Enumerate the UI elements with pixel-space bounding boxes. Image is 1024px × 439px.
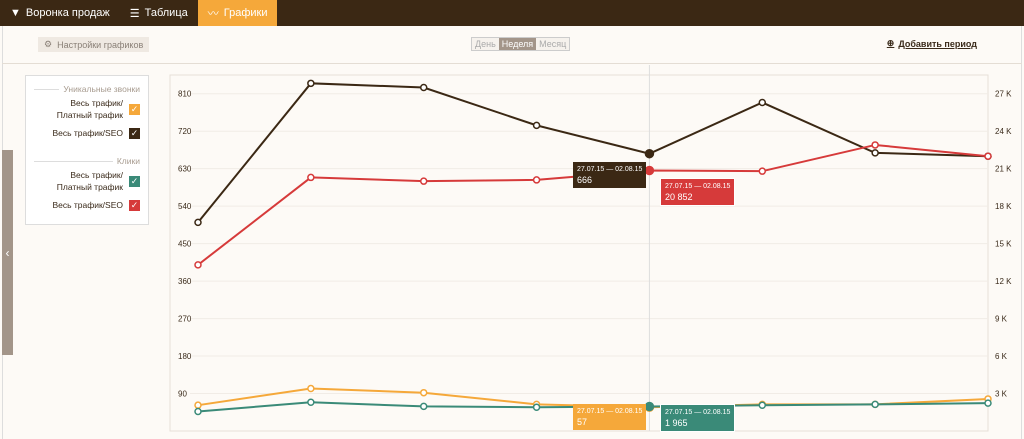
gear-icon: ⚙: [44, 39, 53, 49]
data-point: [758, 401, 767, 410]
left-tick-label: 270: [178, 315, 192, 324]
checkbox-checked-icon[interactable]: ✓: [129, 103, 140, 115]
legend-item[interactable]: Весь трафик/Платный трафик ✓: [56, 170, 140, 192]
period-switch: День Неделя Месяц: [471, 37, 571, 51]
left-tick-label: 450: [178, 240, 192, 249]
left-tick-label: 90: [178, 390, 187, 399]
right-tick-label: 15 K: [995, 240, 1012, 249]
data-point: [419, 83, 428, 92]
data-point: [984, 152, 992, 160]
data-point: [758, 98, 767, 107]
tab-funnel[interactable]: ▼ Воронка продаж: [10, 7, 110, 19]
right-tick-label: 21 K: [995, 165, 1012, 174]
left-tick-label: 180: [178, 352, 192, 361]
period-month[interactable]: Месяц: [536, 38, 570, 50]
data-point: [194, 261, 202, 269]
data-point: [307, 79, 315, 88]
period-week[interactable]: Неделя: [498, 38, 537, 50]
left-tick-label: 540: [178, 202, 192, 211]
chart-icon: 〰: [207, 8, 219, 20]
right-tick-label: 24 K: [995, 127, 1012, 136]
tab-table[interactable]: ☰ Таблица: [129, 7, 188, 20]
plus-circle-icon: ⊕: [886, 38, 895, 48]
data-point: [194, 407, 202, 416]
list-icon: ☰: [129, 7, 140, 20]
tooltip-clicks-paid: 27.07.15 — 02.08.15 1 965: [660, 404, 736, 432]
checkbox-checked-icon[interactable]: ✓: [129, 127, 140, 139]
right-tick-label: 27 K: [995, 90, 1012, 99]
right-tick-label: 9 K: [995, 315, 1008, 324]
data-point: [419, 177, 428, 185]
checkbox-checked-icon[interactable]: ✓: [129, 175, 140, 187]
divider: [2, 63, 1022, 64]
data-point: [644, 148, 655, 159]
filter-icon: ▼: [10, 7, 21, 19]
data-point: [984, 399, 992, 407]
data-point: [871, 141, 879, 149]
left-tick-label: 360: [178, 277, 192, 286]
legend-group-title: Клики: [26, 156, 148, 166]
data-point: [644, 165, 655, 176]
checkbox-checked-icon[interactable]: ✓: [129, 199, 140, 211]
data-point: [532, 121, 541, 130]
right-tick-label: 6 K: [995, 352, 1008, 361]
data-point: [758, 167, 767, 175]
tooltip-unique-seo: 27.07.15 — 02.08.15 666: [573, 162, 647, 188]
period-day[interactable]: День: [472, 38, 499, 50]
data-point: [419, 402, 428, 411]
add-period-link[interactable]: ⊕ Добавить период: [886, 38, 977, 49]
legend-group-title: Уникальные звонки: [26, 84, 148, 94]
left-tick-label: 810: [178, 90, 192, 99]
data-point: [194, 218, 202, 227]
chart-settings-button[interactable]: ⚙ Настройки графиков: [38, 37, 150, 52]
legend-item[interactable]: Весь трафик/Платный трафик ✓: [56, 98, 140, 120]
data-point: [871, 149, 879, 157]
tooltip-clicks-seo: 27.07.15 — 02.08.15 20 852: [660, 178, 736, 206]
chevron-left-icon: ‹: [5, 245, 10, 260]
left-tick-label: 720: [178, 127, 192, 136]
legend-item[interactable]: Весь трафик/SEO ✓: [52, 127, 140, 139]
data-point: [644, 401, 655, 412]
data-point: [307, 384, 315, 393]
right-tick-label: 3 K: [995, 390, 1008, 399]
tooltip-unique-paid: 27.07.15 — 02.08.15 57: [573, 404, 647, 430]
data-point: [307, 398, 315, 407]
data-point: [871, 400, 879, 409]
data-point: [194, 401, 202, 409]
plot-area: [169, 74, 989, 432]
data-point: [419, 388, 428, 397]
tab-charts[interactable]: 〰 Графики: [197, 0, 278, 26]
chart-legend: Уникальные звонки Весь трафик/Платный тр…: [25, 75, 149, 225]
series-line-0: [197, 82, 989, 224]
legend-item[interactable]: Весь трафик/SEO ✓: [52, 199, 140, 211]
data-point: [532, 176, 541, 184]
right-tick-label: 18 K: [995, 202, 1012, 211]
data-point: [532, 403, 541, 412]
data-point: [307, 173, 315, 182]
left-tick-label: 630: [178, 165, 192, 174]
collapse-panel-handle[interactable]: ‹: [2, 150, 13, 355]
top-nav: ▼ Воронка продаж ☰ Таблица 〰 Графики: [0, 0, 1024, 26]
right-tick-label: 12 K: [995, 277, 1012, 286]
